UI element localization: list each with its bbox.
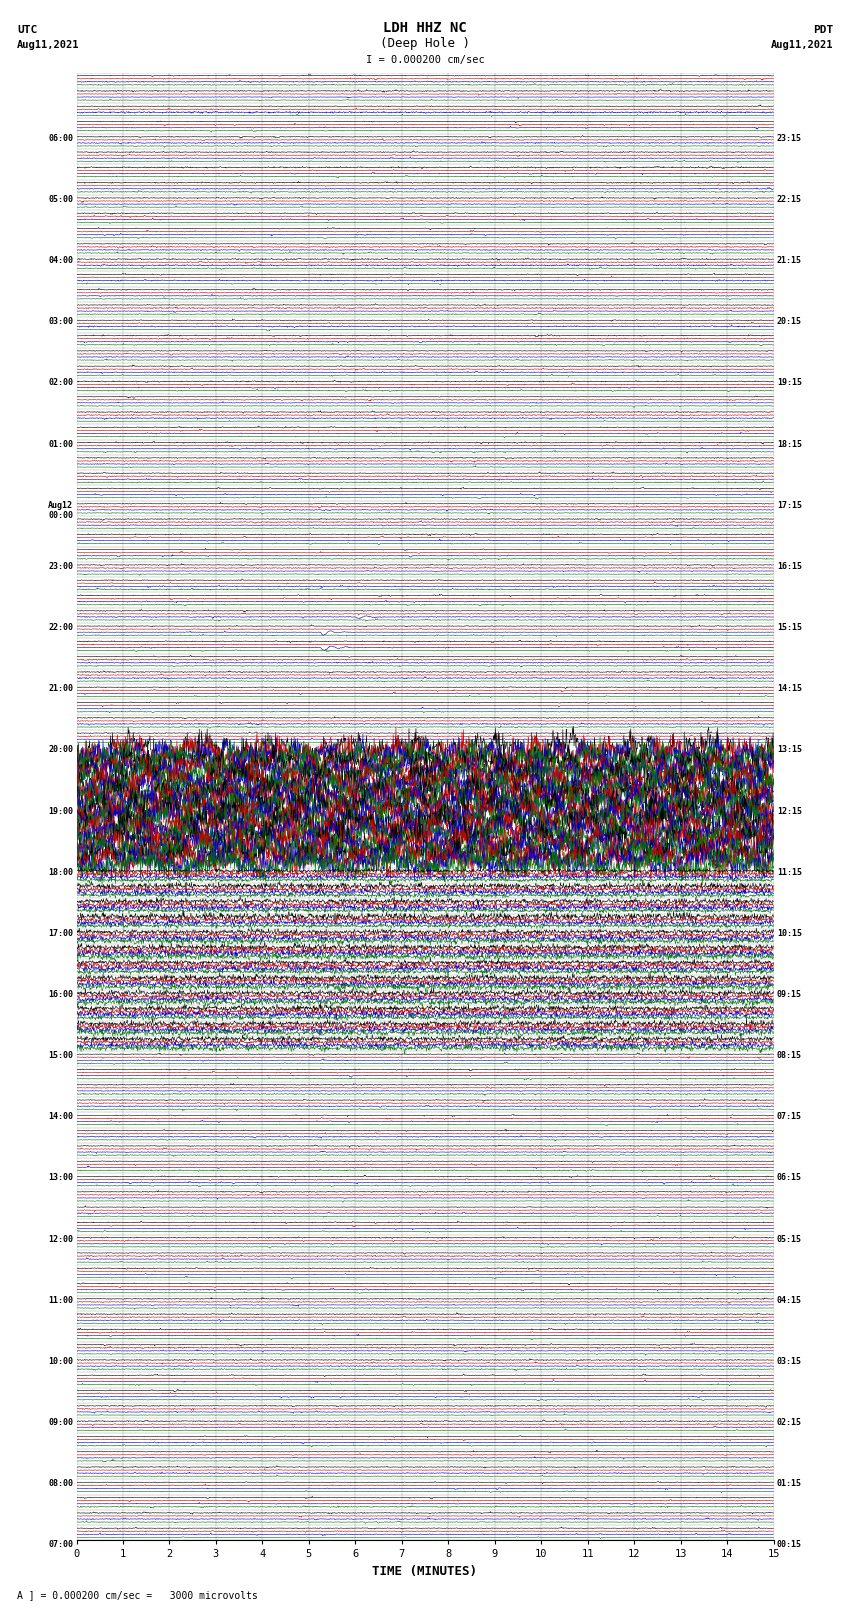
Text: 09:15: 09:15 bbox=[777, 990, 802, 998]
Text: 19:00: 19:00 bbox=[48, 806, 73, 816]
Text: 03:15: 03:15 bbox=[777, 1357, 802, 1366]
Text: 10:15: 10:15 bbox=[777, 929, 802, 937]
Text: 05:15: 05:15 bbox=[777, 1234, 802, 1244]
Text: 07:15: 07:15 bbox=[777, 1113, 802, 1121]
Text: 02:15: 02:15 bbox=[777, 1418, 802, 1428]
Text: 06:00: 06:00 bbox=[48, 134, 73, 142]
Text: 00:15: 00:15 bbox=[777, 1540, 802, 1550]
Text: 15:00: 15:00 bbox=[48, 1052, 73, 1060]
Text: 21:15: 21:15 bbox=[777, 256, 802, 265]
Text: 02:00: 02:00 bbox=[48, 379, 73, 387]
Text: 23:00: 23:00 bbox=[48, 561, 73, 571]
Text: 06:15: 06:15 bbox=[777, 1174, 802, 1182]
Text: 12:00: 12:00 bbox=[48, 1234, 73, 1244]
Text: 21:00: 21:00 bbox=[48, 684, 73, 694]
Text: 08:00: 08:00 bbox=[48, 1479, 73, 1489]
Text: 19:15: 19:15 bbox=[777, 379, 802, 387]
Text: UTC: UTC bbox=[17, 24, 37, 35]
Text: 17:00: 17:00 bbox=[48, 929, 73, 937]
Text: 18:15: 18:15 bbox=[777, 440, 802, 448]
Text: 11:00: 11:00 bbox=[48, 1295, 73, 1305]
Text: 20:00: 20:00 bbox=[48, 745, 73, 755]
Text: 04:15: 04:15 bbox=[777, 1295, 802, 1305]
Text: 04:00: 04:00 bbox=[48, 256, 73, 265]
Text: 13:15: 13:15 bbox=[777, 745, 802, 755]
Text: 17:15: 17:15 bbox=[777, 500, 802, 510]
Text: 10:00: 10:00 bbox=[48, 1357, 73, 1366]
Text: 18:00: 18:00 bbox=[48, 868, 73, 876]
Text: 16:00: 16:00 bbox=[48, 990, 73, 998]
Text: 03:00: 03:00 bbox=[48, 318, 73, 326]
Text: 14:00: 14:00 bbox=[48, 1113, 73, 1121]
Text: 07:00: 07:00 bbox=[48, 1540, 73, 1550]
Text: 14:15: 14:15 bbox=[777, 684, 802, 694]
Text: 22:00: 22:00 bbox=[48, 623, 73, 632]
Text: I = 0.000200 cm/sec: I = 0.000200 cm/sec bbox=[366, 55, 484, 65]
Text: 22:15: 22:15 bbox=[777, 195, 802, 203]
X-axis label: TIME (MINUTES): TIME (MINUTES) bbox=[372, 1565, 478, 1578]
Text: 08:15: 08:15 bbox=[777, 1052, 802, 1060]
Text: Aug11,2021: Aug11,2021 bbox=[17, 40, 80, 50]
Text: 23:15: 23:15 bbox=[777, 134, 802, 142]
Text: 15:15: 15:15 bbox=[777, 623, 802, 632]
Text: Aug12
00:00: Aug12 00:00 bbox=[48, 500, 73, 519]
Text: A ] = 0.000200 cm/sec =   3000 microvolts: A ] = 0.000200 cm/sec = 3000 microvolts bbox=[17, 1590, 258, 1600]
Text: PDT: PDT bbox=[813, 24, 833, 35]
Text: 20:15: 20:15 bbox=[777, 318, 802, 326]
Text: 11:15: 11:15 bbox=[777, 868, 802, 876]
Text: (Deep Hole ): (Deep Hole ) bbox=[380, 37, 470, 50]
Text: Aug11,2021: Aug11,2021 bbox=[770, 40, 833, 50]
Text: 13:00: 13:00 bbox=[48, 1174, 73, 1182]
Text: 01:00: 01:00 bbox=[48, 440, 73, 448]
Text: 09:00: 09:00 bbox=[48, 1418, 73, 1428]
Text: 16:15: 16:15 bbox=[777, 561, 802, 571]
Text: LDH HHZ NC: LDH HHZ NC bbox=[383, 21, 467, 35]
Text: 01:15: 01:15 bbox=[777, 1479, 802, 1489]
Text: 12:15: 12:15 bbox=[777, 806, 802, 816]
Text: 05:00: 05:00 bbox=[48, 195, 73, 203]
